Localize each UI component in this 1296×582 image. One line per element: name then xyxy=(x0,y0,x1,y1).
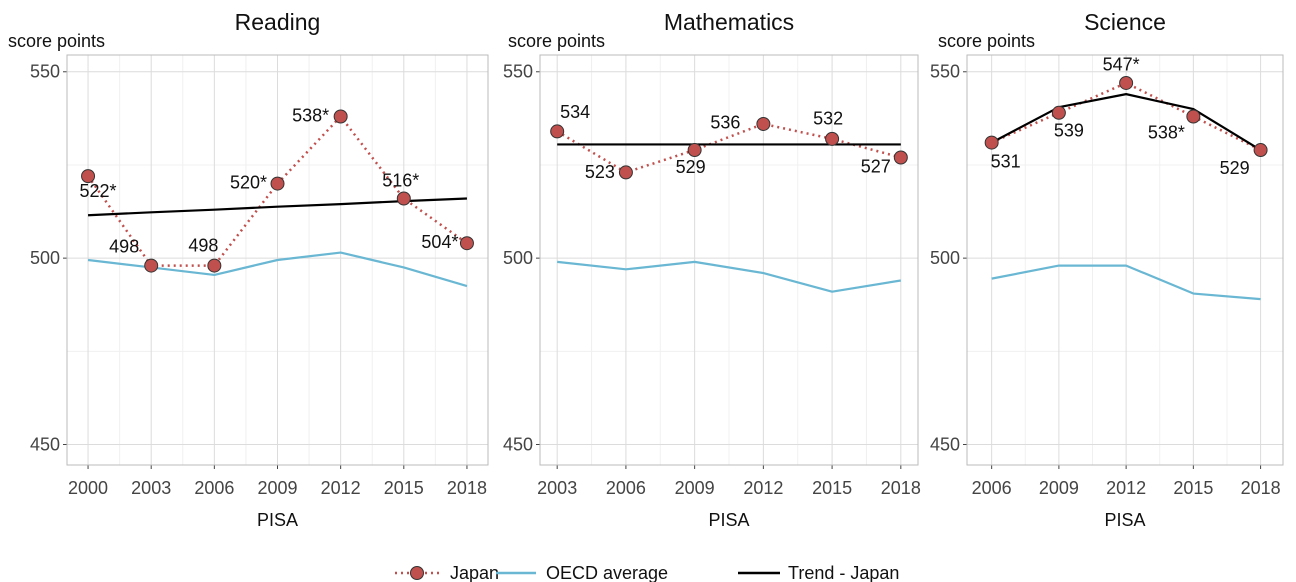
x-tick-label: 2012 xyxy=(1106,478,1146,498)
legend-label: Trend - Japan xyxy=(788,563,899,582)
y-tick-label: 450 xyxy=(30,434,60,454)
data-label: 498 xyxy=(188,235,218,255)
data-point xyxy=(207,258,222,273)
data-label: 538* xyxy=(292,105,329,125)
x-tick-label: 2009 xyxy=(1039,478,1079,498)
data-point xyxy=(1186,109,1201,124)
data-point xyxy=(1253,143,1268,158)
data-label: 534 xyxy=(560,102,590,122)
data-point xyxy=(459,236,474,251)
legend-marker xyxy=(410,566,424,580)
y-tick-label: 500 xyxy=(30,248,60,268)
x-axis-label: PISA xyxy=(257,510,298,530)
japan-line xyxy=(556,122,902,174)
y-tick-label: 550 xyxy=(930,62,960,82)
y-tick-label: 450 xyxy=(930,434,960,454)
data-point xyxy=(687,143,702,158)
y-tick-label: 450 xyxy=(503,434,533,454)
x-tick-label: 2009 xyxy=(257,478,297,498)
data-label: 504* xyxy=(421,232,458,252)
chart-title: Science xyxy=(1084,9,1166,35)
data-label: 536 xyxy=(710,113,740,133)
data-label: 529 xyxy=(676,157,706,177)
legend: Japan OECD average Trend - Japan xyxy=(395,563,899,582)
x-tick-label: 2003 xyxy=(537,478,577,498)
x-tick-label: 2015 xyxy=(1173,478,1213,498)
data-point xyxy=(756,116,771,131)
x-tick-label: 2006 xyxy=(972,478,1012,498)
japan-line xyxy=(991,81,1262,152)
legend-label: OECD average xyxy=(546,563,668,582)
y-axis-label: score points xyxy=(8,31,105,51)
x-tick-label: 2015 xyxy=(812,478,852,498)
x-axis-label: PISA xyxy=(1104,510,1145,530)
x-tick-label: 2012 xyxy=(321,478,361,498)
data-point xyxy=(81,169,96,184)
data-label: 539 xyxy=(1054,121,1084,141)
y-tick-label: 500 xyxy=(930,248,960,268)
legend-label: Japan xyxy=(450,563,499,582)
y-tick-label: 550 xyxy=(30,62,60,82)
x-tick-label: 2018 xyxy=(1241,478,1281,498)
x-tick-label: 2006 xyxy=(194,478,234,498)
x-tick-label: 2018 xyxy=(447,478,487,498)
data-label: 529 xyxy=(1220,158,1250,178)
plot-frame xyxy=(539,54,919,466)
data-point xyxy=(984,135,999,150)
plot-background xyxy=(967,55,1283,465)
data-point xyxy=(396,191,411,206)
data-label: 520* xyxy=(230,172,267,192)
x-tick-label: 2003 xyxy=(131,478,171,498)
y-tick-label: 500 xyxy=(503,248,533,268)
data-label: 538* xyxy=(1148,122,1185,142)
x-tick-label: 2006 xyxy=(606,478,646,498)
x-tick-label: 2015 xyxy=(384,478,424,498)
data-label: 547* xyxy=(1103,55,1140,75)
data-point xyxy=(333,109,348,124)
data-point xyxy=(1051,105,1066,120)
data-label: 532 xyxy=(813,109,843,129)
data-point xyxy=(144,258,159,273)
x-tick-label: 2012 xyxy=(743,478,783,498)
plot-frame xyxy=(66,54,489,466)
data-point xyxy=(893,150,908,165)
data-label: 523 xyxy=(585,162,615,182)
x-axis-label: PISA xyxy=(708,510,749,530)
data-label: 498 xyxy=(109,236,139,256)
oecd-line xyxy=(557,260,901,293)
trend-line xyxy=(991,93,1262,151)
data-point xyxy=(270,176,285,191)
x-tick-label: 2000 xyxy=(68,478,108,498)
y-axis-label: score points xyxy=(938,31,1035,51)
x-tick-label: 2009 xyxy=(675,478,715,498)
plot-frame xyxy=(966,54,1284,466)
data-point xyxy=(1119,75,1134,90)
data-label: 516* xyxy=(382,170,419,190)
data-point xyxy=(550,124,565,139)
x-tick-label: 2018 xyxy=(881,478,921,498)
data-label: 522* xyxy=(80,181,117,201)
data-label: 531 xyxy=(991,151,1021,171)
data-point xyxy=(618,165,633,180)
data-label: 527 xyxy=(861,156,891,176)
data-point xyxy=(825,131,840,146)
oecd-line xyxy=(991,264,1261,301)
chart-title: Reading xyxy=(235,9,321,35)
y-tick-label: 550 xyxy=(503,62,533,82)
chart-title: Mathematics xyxy=(664,9,794,35)
y-axis-label: score points xyxy=(508,31,605,51)
